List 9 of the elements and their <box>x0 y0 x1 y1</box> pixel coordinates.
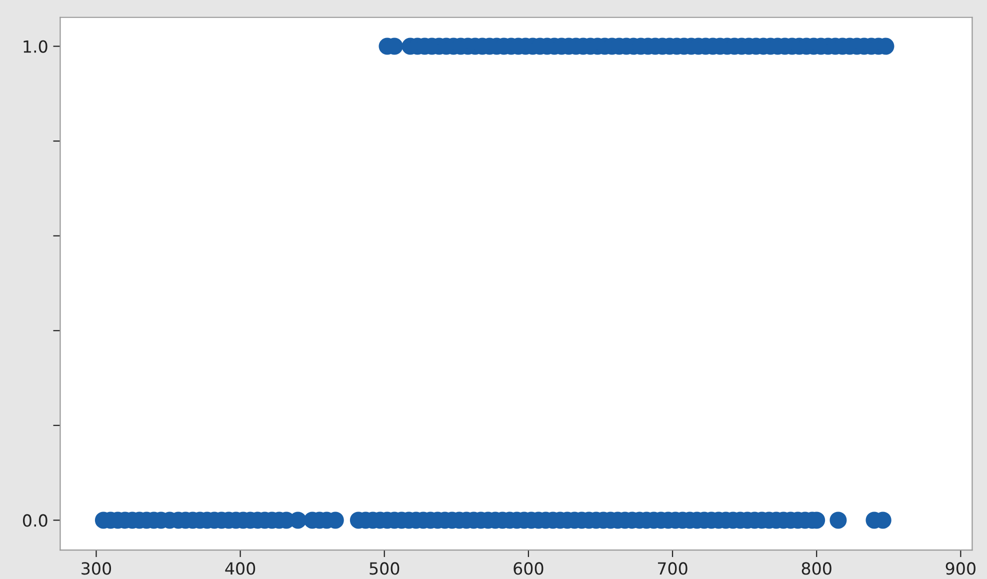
x-tick-label: 400 <box>225 562 256 575</box>
x-tick-label: 600 <box>514 562 544 575</box>
x-tick-label: 900 <box>946 562 976 575</box>
x-tick-label: 800 <box>802 562 832 575</box>
x-tick-label: 300 <box>82 562 112 575</box>
x-tick-label: 500 <box>370 562 400 575</box>
y-tick-label: 1.0 <box>24 40 48 53</box>
y-tick-label: 0.0 <box>22 514 48 527</box>
x-tick-label: 700 <box>658 562 688 575</box>
